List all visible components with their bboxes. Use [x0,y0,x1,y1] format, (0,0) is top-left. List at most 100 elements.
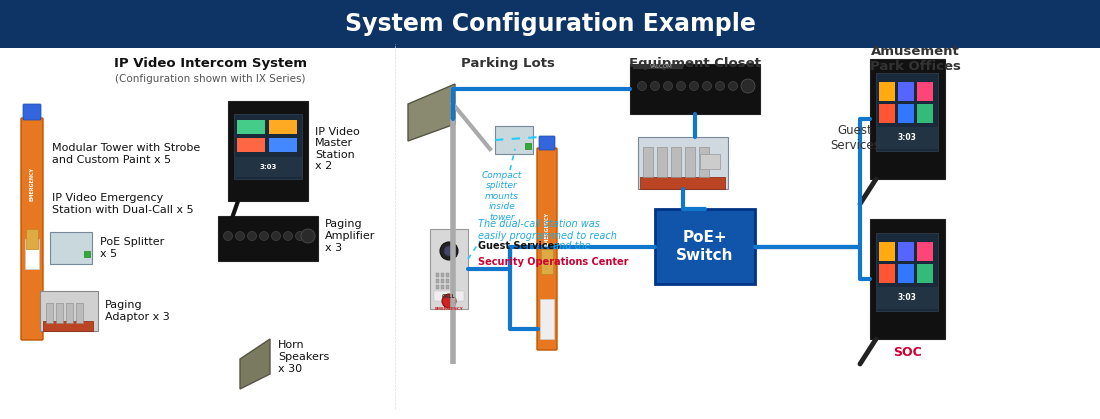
Text: 3:03: 3:03 [898,293,916,303]
Text: IP Video
Master
Station
x 2: IP Video Master Station x 2 [315,127,360,171]
Bar [436,279,439,283]
Bar [234,157,302,177]
Circle shape [663,82,672,91]
Bar [898,104,914,123]
Circle shape [444,246,454,256]
Bar [50,232,92,264]
Circle shape [235,232,244,241]
Polygon shape [240,339,270,389]
Circle shape [260,232,268,241]
Bar [870,219,945,339]
Text: and the: and the [550,241,591,251]
Bar [630,64,760,114]
Bar [917,82,933,101]
Bar [698,147,710,177]
Bar [685,147,695,177]
Text: PoE Splitter
x 5: PoE Splitter x 5 [100,237,164,259]
Text: EMERGENCY: EMERGENCY [544,212,550,246]
Bar [43,321,94,331]
FancyBboxPatch shape [21,118,43,340]
Text: Paging
Amplifier
x 3: Paging Amplifier x 3 [324,220,375,253]
Bar [879,82,895,101]
Circle shape [638,82,647,91]
Bar [879,264,895,283]
Text: EMERGENCY: EMERGENCY [30,167,34,201]
Bar [441,279,444,283]
Text: Guest
Services: Guest Services [830,124,880,152]
Bar [270,138,297,152]
Circle shape [223,232,232,241]
Bar [26,229,39,249]
FancyBboxPatch shape [537,148,557,350]
Bar [632,64,683,69]
Text: EMERGENCY: EMERGENCY [434,307,463,311]
Bar [236,120,265,134]
Text: 3:03: 3:03 [260,164,277,170]
Bar [436,273,439,277]
Text: Security Operations Center: Security Operations Center [478,257,628,267]
Text: PoE+
Switch: PoE+ Switch [676,230,734,263]
Bar [876,287,938,309]
Bar [917,104,933,123]
Bar [917,264,933,283]
Bar [495,126,534,154]
Bar [876,127,938,149]
Bar [234,114,302,179]
Bar [270,120,297,134]
Text: Equipment Closet: Equipment Closet [629,57,761,70]
Bar [441,285,444,289]
Text: System Configuration Example: System Configuration Example [344,12,756,36]
Bar [84,251,90,257]
Bar [671,147,681,177]
Bar [76,303,82,323]
Bar [657,147,667,177]
Bar [640,177,725,189]
Bar [436,285,439,289]
Bar [56,303,63,323]
Text: IP Video Intercom System: IP Video Intercom System [113,57,307,70]
Circle shape [301,229,315,243]
Bar [870,59,945,179]
Bar [876,233,938,311]
Bar [898,264,914,283]
Bar [879,104,895,123]
Bar [446,273,449,277]
Circle shape [248,232,256,241]
Bar [898,242,914,261]
Bar [434,291,464,301]
Bar [446,285,449,289]
Circle shape [272,232,280,241]
Bar [228,101,308,201]
Text: Compact
splitter
mounts
inside
tower: Compact splitter mounts inside tower [482,171,522,222]
Circle shape [715,82,725,91]
Bar [46,303,53,323]
Text: CALL: CALL [442,293,455,298]
Bar [654,209,755,284]
Bar [218,216,318,261]
Bar [638,137,728,189]
Bar [700,154,720,169]
Circle shape [440,242,458,260]
Bar [66,303,73,323]
Text: (Configuration shown with IX Series): (Configuration shown with IX Series) [114,74,306,84]
Bar [876,73,938,151]
Bar [430,229,468,309]
Circle shape [296,232,305,241]
Circle shape [690,82,698,91]
Text: Parking Lots: Parking Lots [461,57,554,70]
Bar [898,82,914,101]
FancyBboxPatch shape [539,136,556,150]
Text: SOC: SOC [892,346,922,359]
Bar [541,249,553,274]
Text: IP Video Emergency
Station with Dual-Call x 5: IP Video Emergency Station with Dual-Cal… [52,193,194,215]
Bar [446,279,449,283]
Text: Modular Tower with Strobe
and Custom Paint x 5: Modular Tower with Strobe and Custom Pai… [52,143,200,165]
Bar [25,239,39,269]
Bar [525,143,531,149]
Text: Horn
Speakers
x 30: Horn Speakers x 30 [278,340,329,374]
Text: Amusement
Park Offices: Amusement Park Offices [870,45,960,73]
Circle shape [442,294,456,308]
Bar [644,147,653,177]
Circle shape [728,82,737,91]
Circle shape [676,82,685,91]
